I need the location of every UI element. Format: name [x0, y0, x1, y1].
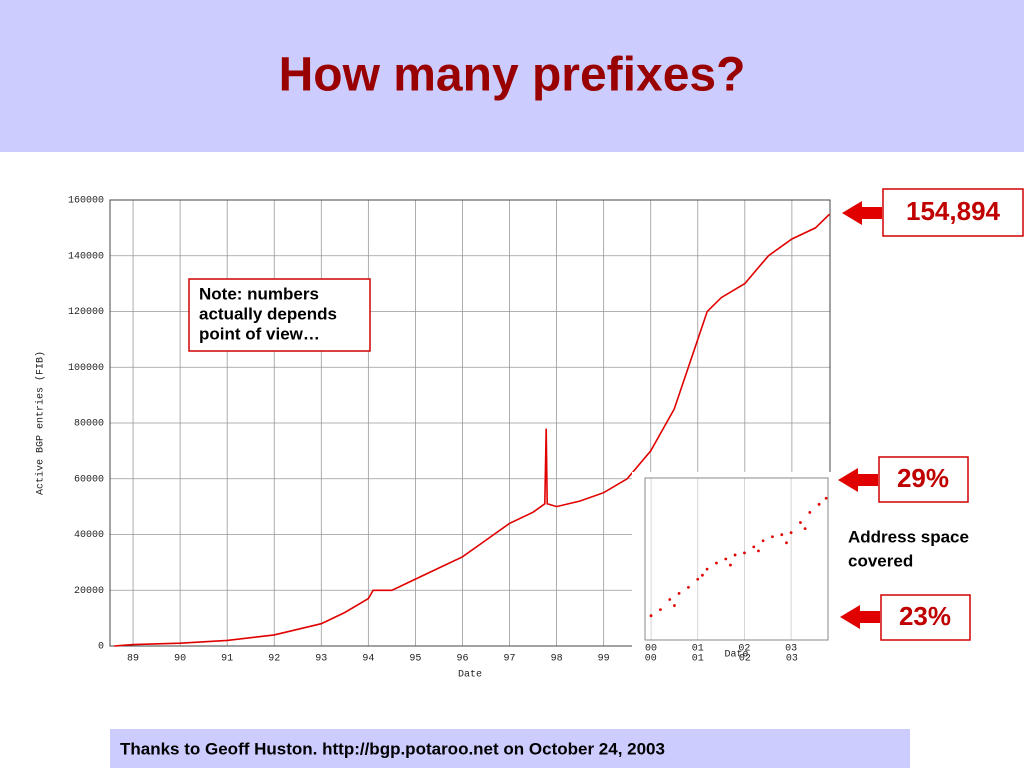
y-tick-label: 40000 — [74, 530, 104, 541]
data-point — [729, 563, 732, 567]
x-tick-label: 95 — [409, 654, 421, 665]
x-tick-label: 92 — [268, 654, 280, 665]
data-point — [696, 577, 700, 581]
data-point — [743, 551, 746, 555]
x-tick-label: 89 — [127, 654, 139, 665]
x-tick-label: 96 — [456, 654, 468, 665]
arrow — [840, 605, 880, 629]
inset-background — [632, 472, 832, 650]
x-tick-label: 03 — [785, 644, 797, 655]
note-line: actually depends — [199, 304, 337, 323]
y-axis-label: Active BGP entries (FIB) — [35, 351, 47, 495]
data-point — [761, 539, 765, 543]
y-tick-label: 120000 — [68, 307, 104, 318]
x-tick-label: 98 — [551, 654, 563, 665]
data-point — [808, 511, 812, 514]
data-line — [114, 213, 831, 647]
x-tick-label: 02 — [739, 654, 751, 665]
data-point — [789, 531, 793, 535]
x-tick-label: 94 — [362, 654, 374, 665]
data-point — [752, 545, 756, 549]
arrow — [842, 201, 882, 225]
x-axis-label: Date — [724, 650, 748, 661]
data-point — [817, 502, 821, 506]
data-point — [677, 592, 681, 595]
footer-band — [110, 729, 910, 768]
data-point — [799, 521, 802, 524]
slide-title: How many prefixes? — [279, 49, 746, 102]
x-tick-label: 97 — [504, 654, 516, 665]
header-band — [0, 0, 1024, 152]
data-point — [687, 585, 690, 589]
data-point — [771, 535, 774, 539]
data-point — [785, 541, 788, 545]
x-tick-label: 00 — [645, 644, 657, 655]
x-tick-label: 00 — [645, 654, 657, 665]
data-point — [780, 533, 784, 537]
x-axis-label: Date — [458, 670, 482, 681]
callout-box — [878, 456, 969, 503]
note-line: Note: numbers — [199, 284, 319, 303]
x-tick-label: 93 — [315, 654, 327, 665]
data-point — [705, 567, 709, 571]
footer: Thanks to Geoff Huston. http://bgp.potar… — [120, 739, 665, 758]
x-tick-label: 90 — [174, 654, 186, 665]
y-tick-label: 160000 — [68, 196, 104, 207]
callout: 154,894 — [906, 196, 1001, 226]
data-point — [715, 561, 718, 565]
arrow — [838, 468, 878, 492]
data-point — [668, 598, 672, 601]
plot-frame — [109, 199, 831, 647]
plot-frame — [644, 477, 829, 641]
x-tick-label: 99 — [598, 654, 610, 665]
callout: 23% — [899, 601, 951, 631]
x-tick-label: 91 — [221, 654, 233, 665]
y-tick-label: 100000 — [68, 363, 104, 374]
y-tick-label: 140000 — [68, 251, 104, 262]
data-point — [673, 604, 676, 607]
note-line: point of view… — [199, 324, 320, 343]
data-point — [701, 573, 704, 577]
x-tick-label: 01 — [692, 654, 704, 665]
data-point — [803, 527, 807, 531]
callout-box — [880, 594, 971, 641]
inset-chart: 00 01 02 03 Date — [644, 477, 829, 661]
callout: 29% — [897, 463, 949, 493]
callout-box — [882, 188, 1024, 237]
x-tick-label: 02 — [738, 644, 750, 655]
y-tick-label: 20000 — [74, 586, 104, 597]
data-point — [733, 553, 737, 557]
data-point — [757, 549, 760, 553]
note-box — [188, 278, 371, 352]
data-point — [659, 608, 662, 612]
y-tick-label: 60000 — [74, 474, 104, 485]
data-point — [724, 557, 728, 561]
x-tick-label: 01 — [692, 644, 704, 655]
y-tick-label: 0 — [98, 642, 104, 653]
x-tick-label: 03 — [786, 654, 798, 665]
data-point — [649, 614, 653, 618]
y-tick-label: 80000 — [74, 419, 104, 430]
data-point — [824, 496, 828, 500]
side-text: Address space — [848, 527, 969, 546]
side-text: covered — [848, 551, 913, 570]
